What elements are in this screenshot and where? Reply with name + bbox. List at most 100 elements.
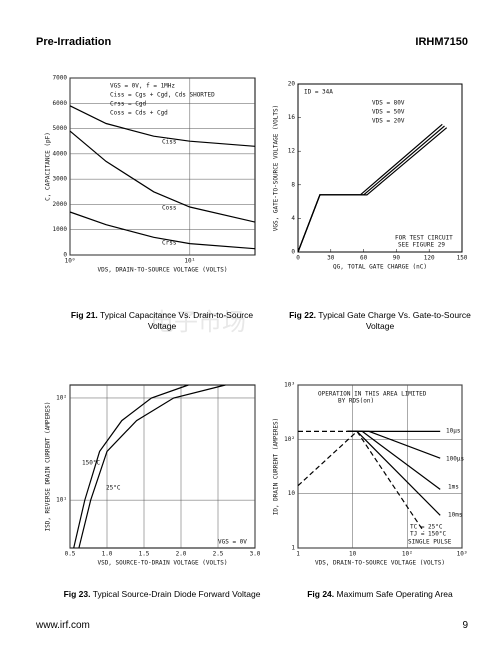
x-tick-label: 60	[360, 255, 368, 262]
curve-label: 1ms	[448, 484, 459, 491]
x-tick-label: 0.5	[65, 551, 76, 558]
x-tick-label: 2.0	[176, 551, 187, 558]
curve-label: Coss	[162, 205, 177, 212]
x-tick-label: 10	[349, 551, 357, 558]
curve	[297, 125, 445, 253]
curve	[356, 431, 425, 532]
annotation: TJ = 150°C	[410, 531, 447, 538]
watermark: 电子市场	[150, 308, 246, 336]
x-tick-label: 150	[457, 255, 468, 262]
curve	[73, 384, 189, 549]
x-tick-label: 30	[327, 255, 335, 262]
x-axis-label: VDS, DRAIN-TO-SOURCE VOLTAGE (VOLTS)	[97, 267, 227, 274]
x-axis-label: QG, TOTAL GATE CHARGE (nC)	[333, 264, 427, 271]
y-tick-label: 7000	[53, 75, 68, 82]
caption-text: Maximum Safe Operating Area	[336, 589, 453, 599]
y-tick-label: 12	[288, 148, 296, 155]
curve-label: VDS = 80V	[372, 100, 405, 107]
y-tick-label: 0	[291, 249, 295, 256]
x-tick-label: 0	[296, 255, 300, 262]
curve-label: 25°C	[106, 485, 121, 492]
curve	[69, 211, 256, 250]
x-tick-label: 1.5	[139, 551, 150, 558]
footer-left: www.irf.com	[36, 620, 90, 631]
caption-label: Fig 24.	[307, 589, 335, 599]
x-tick-label: 1	[296, 551, 300, 558]
caption: Fig 23. Typical Source-Drain Diode Forwa…	[62, 589, 262, 600]
x-tick-label: 10²	[402, 551, 413, 558]
y-tick-label: 5000	[53, 125, 68, 132]
caption-text: Typical Gate Charge Vs. Gate-to-Source V…	[318, 310, 471, 331]
annotation: FOR TEST CIRCUIT	[395, 235, 453, 242]
curve	[297, 127, 448, 253]
x-axis-label: VSD, SOURCE-TO-DRAIN VOLTAGE (VOLTS)	[97, 560, 227, 567]
page-number: 9	[462, 620, 468, 631]
curve	[297, 123, 443, 253]
annotation: VGS = 0V, f = 1MHz	[110, 83, 175, 90]
annotation: ID = 34A	[304, 89, 333, 96]
curve-label: VDS = 20V	[372, 118, 405, 125]
y-tick-label: 4000	[53, 150, 68, 157]
curve-label: Ciss	[162, 139, 177, 146]
x-tick-label: 10¹	[184, 258, 195, 265]
annotation: Coss = Cds + Cgd	[110, 110, 168, 117]
x-tick-label: 10⁰	[65, 258, 76, 265]
curve-label: 100µs	[446, 456, 464, 463]
y-tick-label: 2000	[53, 201, 68, 208]
caption-text: Typical Capacitance Vs. Drain-to-Source …	[100, 310, 254, 331]
caption: Fig 22. Typical Gate Charge Vs. Gate-to-…	[280, 310, 480, 332]
curve	[297, 430, 358, 487]
y-tick-label: 6000	[53, 100, 68, 107]
y-tick-label: 20	[288, 81, 296, 88]
x-tick-label: 3.0	[250, 551, 261, 558]
curve	[69, 130, 256, 223]
x-tick-label: 120	[424, 255, 435, 262]
annotation: OPERATION IN THIS AREA LIMITED	[318, 391, 427, 398]
plot-frame	[69, 384, 256, 549]
y-tick-label: 10³	[284, 382, 295, 389]
plot-frame	[297, 83, 463, 253]
y-axis-label: ID, DRAIN CURRENT (AMPERES)	[273, 418, 280, 516]
curve	[69, 105, 256, 147]
x-axis-label: VDS, DRAIN-TO-SOURCE VOLTAGE (VOLTS)	[315, 560, 445, 567]
annotation: Crss = Cgd	[110, 101, 147, 108]
caption-label: Fig 22.	[289, 310, 317, 320]
y-axis-label: ISD, REVERSE DRAIN CURRENT (AMPERES)	[45, 401, 52, 531]
curve-label: 10µs	[446, 428, 461, 435]
annotation: VGS = 0V	[218, 539, 247, 546]
annotation: SINGLE PULSE	[408, 539, 452, 546]
annotation: SEE FIGURE 29	[398, 242, 445, 249]
x-tick-label: 1.0	[102, 551, 113, 558]
header-left: Pre-Irradiation	[36, 36, 112, 48]
caption-label: Fig 23.	[63, 589, 91, 599]
y-tick-label: 10²	[284, 436, 295, 443]
y-tick-label: 8	[291, 181, 295, 188]
y-tick-label: 10	[288, 490, 296, 497]
curve-label: 150°C	[82, 460, 100, 467]
header-right: IRHM7150	[415, 36, 468, 48]
y-axis-label: C, CAPACITANCE (pF)	[45, 132, 52, 201]
y-tick-label: 3000	[53, 176, 68, 183]
caption: Fig 24. Maximum Safe Operating Area	[280, 589, 480, 600]
curve-label: Crss	[162, 240, 177, 247]
y-tick-label: 0	[63, 252, 67, 259]
curve-label: VDS = 50V	[372, 109, 405, 116]
curve	[78, 384, 226, 549]
annotation: TC = 25°C	[410, 524, 443, 531]
curve-label: 10ms	[448, 512, 463, 519]
annotation: Ciss = Cgs + Cgd, Cds SHORTED	[110, 92, 215, 99]
y-axis-label: VGS, GATE-TO-SOURCE VOLTAGE (VOLTS)	[273, 105, 280, 231]
y-tick-label: 16	[288, 114, 296, 121]
x-tick-label: 2.5	[213, 551, 224, 558]
plot-frame	[69, 77, 256, 256]
curve	[347, 430, 441, 516]
x-tick-label: 10³	[457, 551, 468, 558]
y-tick-label: 10²	[56, 394, 67, 401]
y-tick-label: 1000	[53, 226, 68, 233]
y-tick-label: 10¹	[56, 497, 67, 504]
y-tick-label: 1	[291, 545, 295, 552]
y-tick-label: 4	[291, 215, 295, 222]
x-tick-label: 90	[393, 255, 401, 262]
